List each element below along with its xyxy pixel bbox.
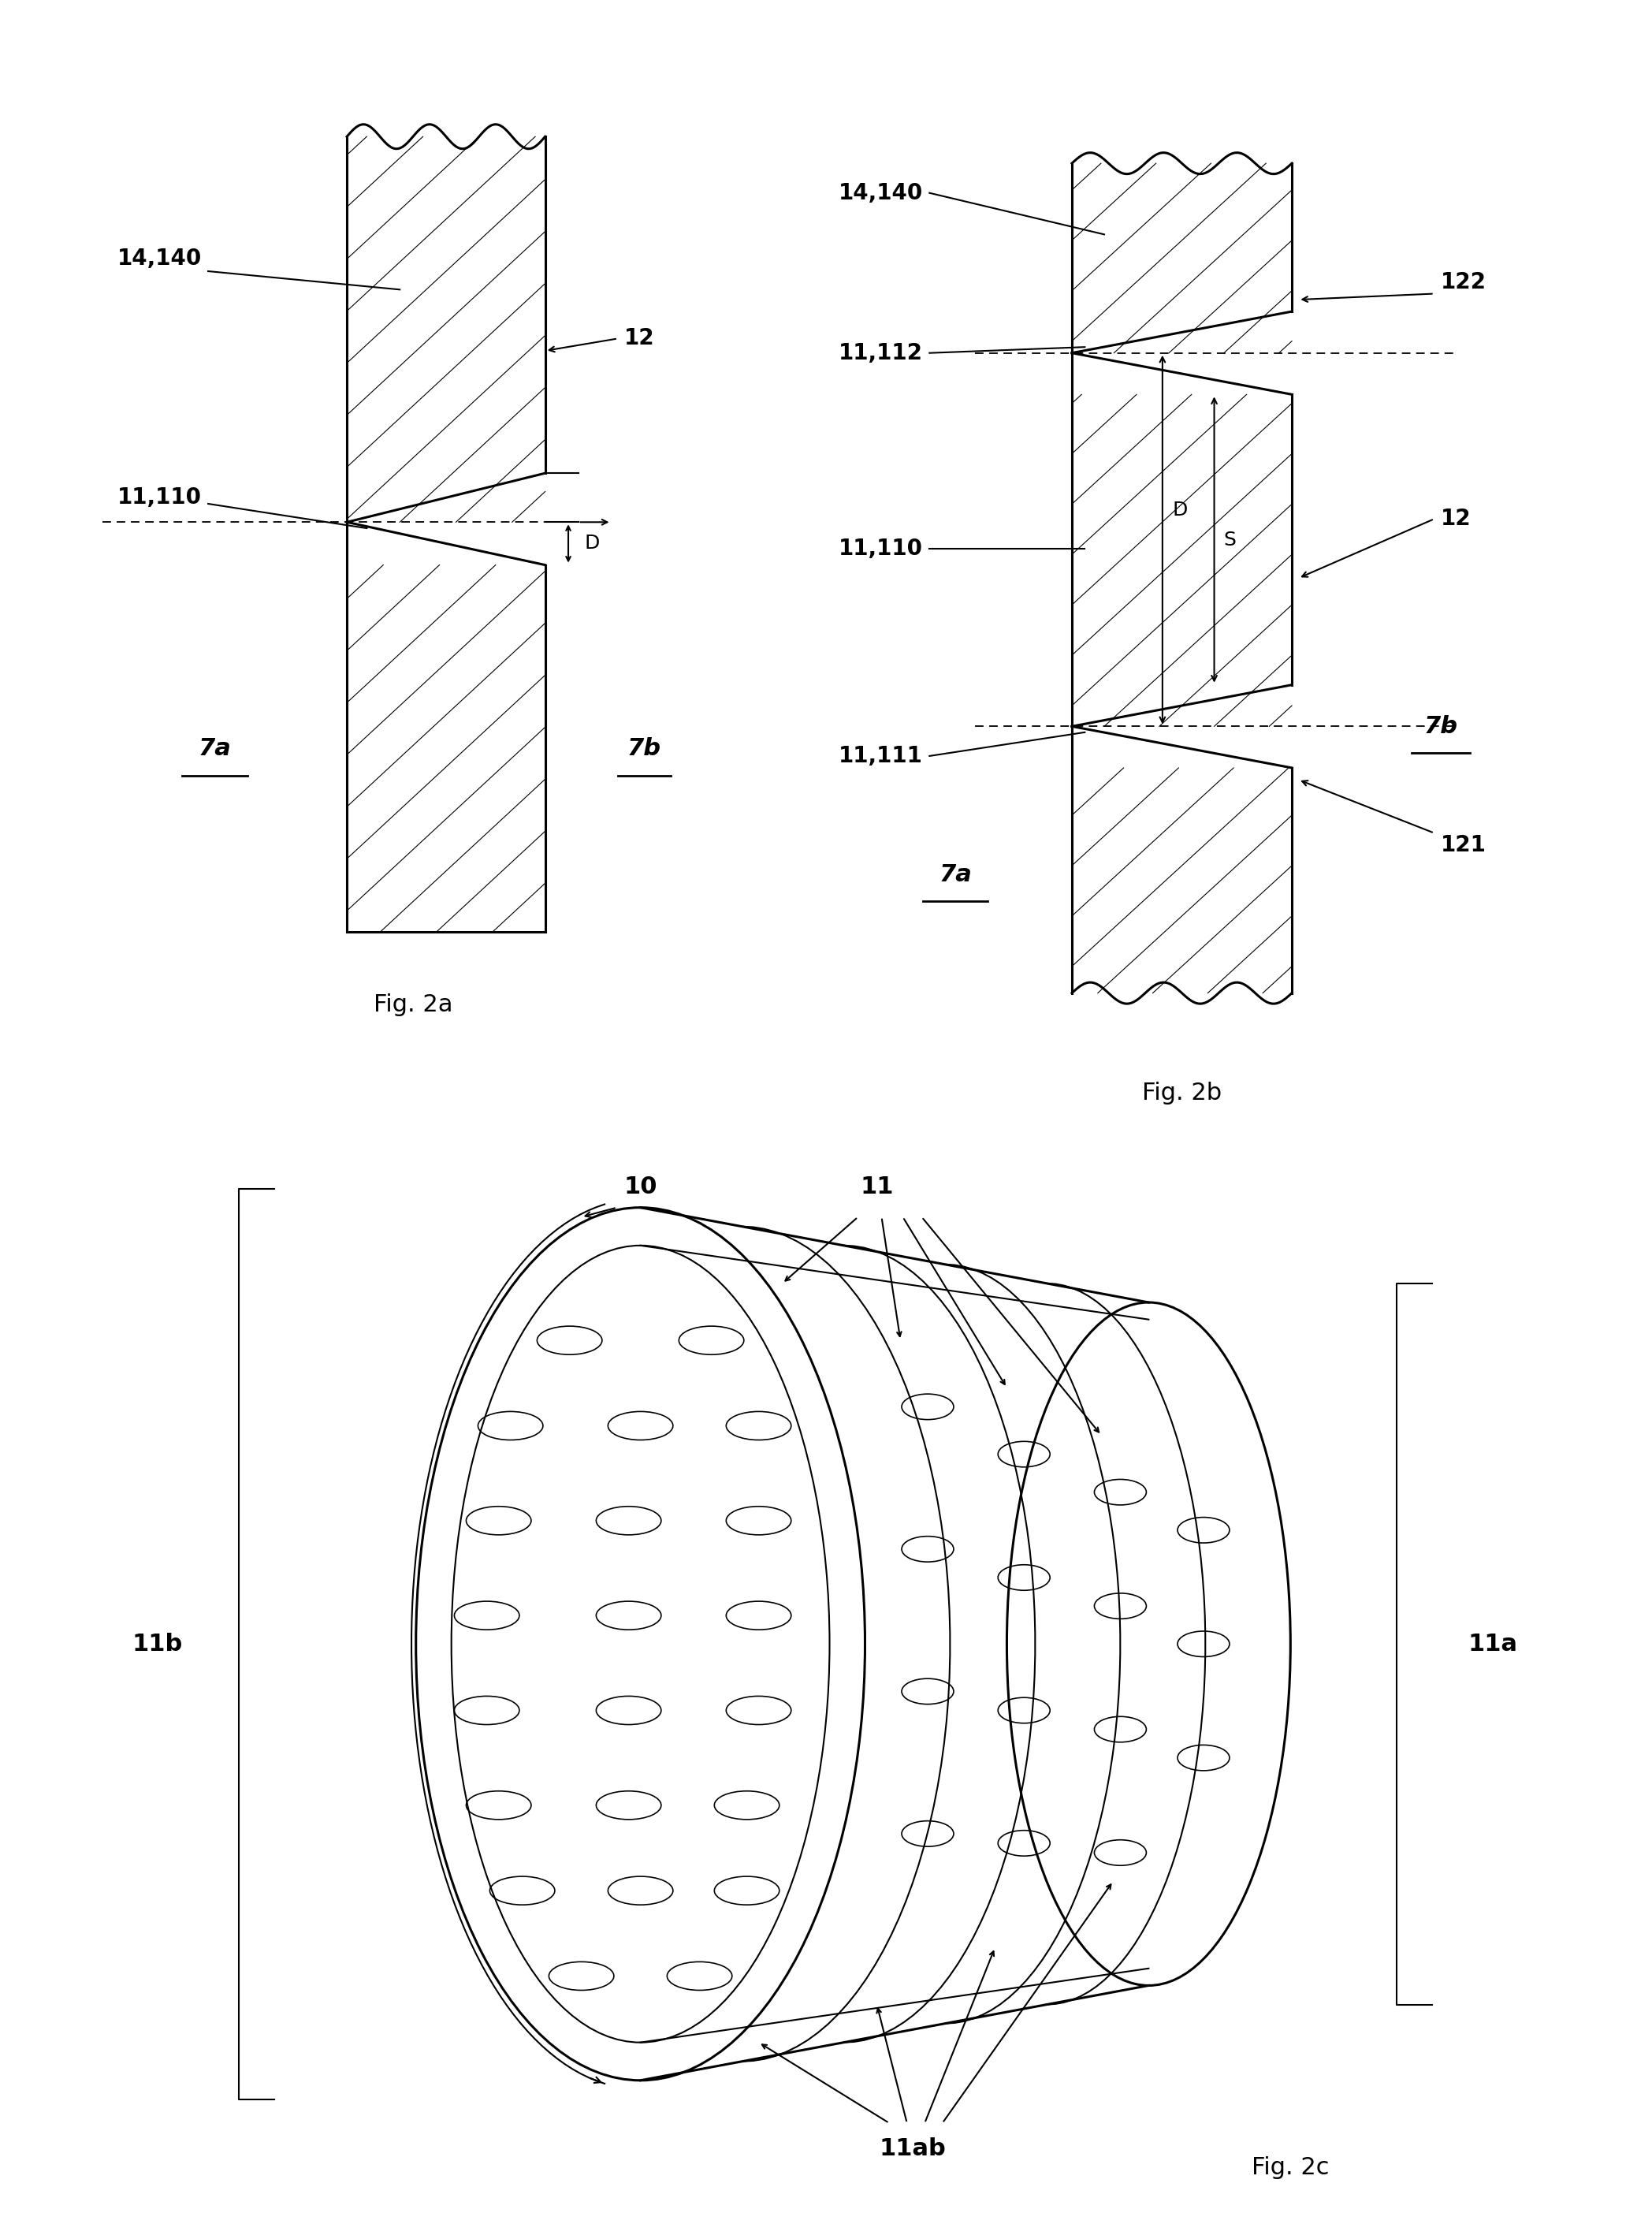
Text: S: S — [1224, 531, 1236, 549]
Text: 14,140: 14,140 — [117, 249, 202, 271]
Text: 11,111: 11,111 — [839, 746, 923, 768]
Text: 121: 121 — [1441, 833, 1487, 855]
Text: 122: 122 — [1441, 271, 1487, 293]
Text: 11: 11 — [861, 1175, 894, 1198]
Text: 11a: 11a — [1467, 1632, 1518, 1655]
Text: 7b: 7b — [1424, 714, 1457, 739]
Text: Fig. 2b: Fig. 2b — [1142, 1081, 1222, 1104]
Text: 11b: 11b — [132, 1632, 183, 1655]
Text: 12: 12 — [624, 327, 654, 349]
Text: 11,110: 11,110 — [117, 486, 202, 508]
Text: 10: 10 — [624, 1175, 657, 1198]
Text: 7a: 7a — [198, 737, 231, 759]
Text: 14,140: 14,140 — [839, 181, 923, 204]
Text: 12: 12 — [1441, 508, 1472, 531]
Text: 11,112: 11,112 — [839, 343, 923, 365]
Text: Fig. 2c: Fig. 2c — [1252, 2156, 1330, 2179]
Text: Fig. 2a: Fig. 2a — [373, 994, 453, 1017]
Text: D: D — [1173, 502, 1188, 519]
Text: D: D — [585, 535, 600, 553]
Text: 7b: 7b — [628, 737, 661, 759]
Text: 7a: 7a — [938, 862, 971, 887]
Text: 11,110: 11,110 — [839, 537, 923, 560]
Text: 11ab: 11ab — [879, 2138, 945, 2161]
